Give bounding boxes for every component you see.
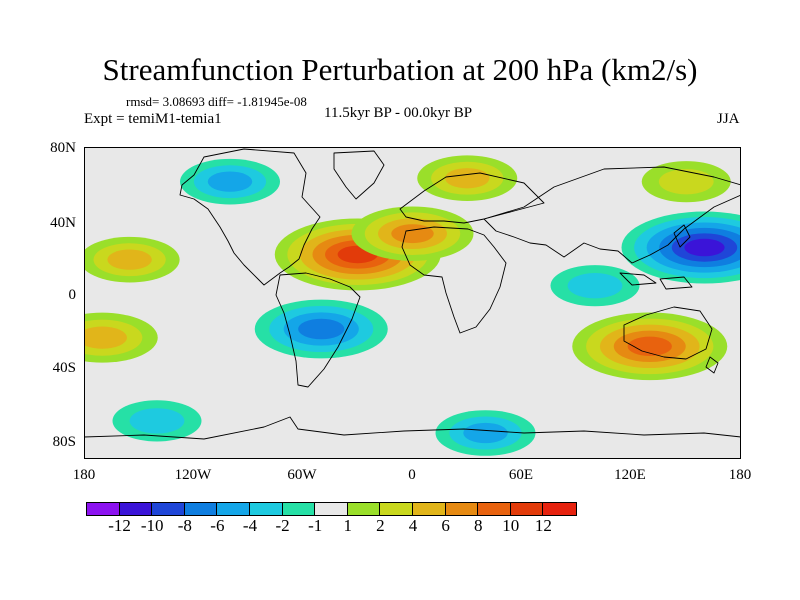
lon-label-120w: 120W — [174, 467, 212, 483]
colorbar-swatch — [282, 503, 316, 515]
colorbar-swatch — [478, 503, 511, 515]
lat-label-80n: 80N — [50, 140, 76, 156]
stats-label: rmsd= 3.08693 diff= -1.81945e-08 — [126, 94, 307, 109]
lon-label-60w: 60W — [287, 467, 317, 483]
colorbar-label: -10 — [140, 516, 164, 535]
coastline-australia — [623, 306, 713, 360]
lat-label-80s: 80S — [52, 434, 76, 450]
colorbar-label: 4 — [408, 516, 418, 535]
colorbar-swatch — [249, 503, 283, 515]
colorbar-label: 6 — [441, 516, 450, 535]
anomaly-contour-positive — [107, 249, 152, 270]
coastline-asia — [483, 166, 741, 264]
colorbar-label: 8 — [473, 516, 483, 535]
colorbar-label: -12 — [108, 516, 131, 535]
coastline-south-america — [275, 272, 361, 388]
colorbar-label: 12 — [534, 516, 552, 535]
colorbar-swatch — [412, 503, 446, 515]
lon-label-120e: 120E — [614, 467, 646, 483]
colorbar-label: 1 — [343, 516, 353, 535]
anomaly-contour-negative — [567, 272, 623, 299]
colorbar — [86, 502, 577, 516]
lat-label-0: 0 — [68, 287, 77, 303]
lon-label-0: 0 — [408, 467, 416, 483]
colorbar-swatch — [119, 503, 153, 515]
coastline-europe — [399, 172, 545, 224]
coastline-africa — [401, 226, 507, 334]
season-label: JJA — [717, 111, 740, 127]
chart-title: Streamfunction Perturbation at 200 hPa (… — [102, 52, 698, 87]
anomaly-contour-positive — [391, 224, 434, 244]
lat-label-40n: 40N — [50, 215, 76, 231]
coastline-greenland — [333, 150, 385, 200]
colorbar-swatch — [315, 503, 348, 515]
lon-label-180w: 180 — [72, 467, 96, 483]
period-label: 11.5kyr BP - 00.0kyr BP — [324, 105, 473, 121]
lat-label-40s: 40S — [52, 360, 76, 376]
lon-label-180e: 180 — [728, 467, 752, 483]
lon-label-60e: 60E — [508, 467, 534, 483]
anomaly-contour-negative — [298, 318, 345, 340]
colorbar-swatch — [217, 503, 250, 515]
colorbar-label: 2 — [376, 516, 385, 535]
coastline-japan — [673, 224, 691, 248]
coastline-north-america — [179, 148, 321, 286]
coastline-indonesia — [619, 272, 693, 290]
anomaly-contour-negative — [129, 408, 185, 434]
map-frame — [84, 147, 741, 459]
colorbar-swatch — [152, 503, 185, 515]
anomaly-contour-negative — [463, 422, 508, 444]
colorbar-label: 10 — [502, 516, 520, 535]
colorbar-label: -6 — [210, 516, 225, 535]
anomaly-contour-positive — [445, 168, 490, 189]
anomaly-contour-positive — [627, 336, 672, 356]
colorbar-swatch — [445, 503, 479, 515]
colorbar-swatch — [380, 503, 413, 515]
colorbar-swatch — [510, 503, 544, 515]
colorbar-label: -1 — [308, 516, 323, 535]
colorbar-label: -4 — [242, 516, 258, 535]
anomaly-contour-positive — [84, 326, 127, 349]
colorbar-swatch — [543, 503, 576, 515]
colorbar-swatch — [184, 503, 218, 515]
colorbar-swatch — [347, 503, 381, 515]
anomaly-contour-negative — [207, 171, 253, 192]
colorbar-label: -2 — [275, 516, 290, 535]
colorbar-swatch — [87, 503, 120, 515]
coastline-antarctica — [84, 416, 741, 440]
anomaly-contour-negative — [684, 238, 725, 257]
coastline-new-zealand — [705, 356, 719, 374]
map-plot — [84, 147, 741, 459]
anomaly-contour-positive — [658, 168, 714, 195]
colorbar-label: -8 — [177, 516, 192, 535]
experiment-label: Expt = temiM1-temia1 — [84, 111, 222, 127]
